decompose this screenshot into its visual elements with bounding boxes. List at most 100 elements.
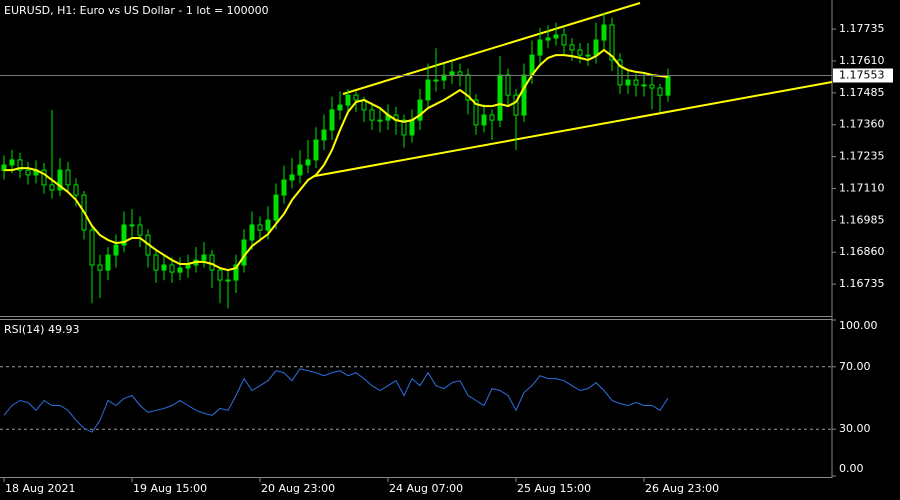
candle-body (65, 169, 71, 186)
indicator-title: RSI(14) 49.93 (4, 323, 79, 336)
y-tick-label: 1.16860 (839, 245, 885, 258)
candle-body (289, 174, 295, 181)
candle-body (433, 79, 439, 82)
candle-body (377, 119, 383, 122)
y-tick-label: 1.17735 (839, 22, 885, 35)
candle-body (225, 279, 231, 282)
candle-body (457, 71, 463, 76)
candle-body (49, 184, 55, 191)
current-price-box (833, 68, 893, 83)
candle-body (265, 219, 271, 231)
moving-average (4, 48, 669, 272)
candle-body (105, 254, 111, 271)
x-tick-label: 20 Aug 23:00 (261, 482, 335, 495)
candle-body (97, 264, 103, 271)
candle-body (409, 119, 415, 136)
y-tick-label: 1.17360 (839, 118, 885, 131)
candle-body (401, 119, 407, 136)
candle-body (345, 94, 351, 106)
y-tick-label: 30.00 (839, 422, 871, 435)
candle-body (649, 84, 655, 89)
candle-body (337, 104, 343, 111)
candle-body (321, 129, 327, 141)
candle-body (161, 264, 167, 271)
candle-body (601, 24, 607, 41)
candle-body (553, 34, 559, 39)
candle-body (57, 169, 63, 191)
candle-body (369, 109, 375, 121)
y-tick-label: 1.16735 (839, 277, 885, 290)
candle-body (273, 194, 279, 221)
candle-body (169, 264, 175, 273)
y-tick-label: 1.17235 (839, 150, 885, 163)
candle-body (217, 269, 223, 281)
candle-body (561, 34, 567, 46)
candle-body (329, 109, 335, 131)
x-tick-label: 19 Aug 15:00 (133, 482, 207, 495)
candle-body (465, 74, 471, 101)
candle-body (593, 39, 599, 56)
candle-body (121, 224, 127, 246)
trendline (342, 2, 641, 95)
candle-body (513, 94, 519, 116)
candle-body (489, 114, 495, 121)
x-tick-label: 26 Aug 23:00 (645, 482, 719, 495)
x-tick-label: 25 Aug 15:00 (517, 482, 591, 495)
trendline (314, 81, 833, 177)
x-tick-label: 18 Aug 2021 (5, 482, 75, 495)
candle-body (609, 24, 615, 61)
candle-body (545, 37, 551, 41)
candle-body (73, 184, 79, 196)
candle-body (497, 74, 503, 121)
candle-body (129, 224, 135, 227)
candle-body (425, 79, 431, 101)
candle-body (665, 74, 671, 96)
rsi-line (3, 368, 669, 433)
candle-body (17, 159, 23, 171)
candle-body (185, 264, 191, 269)
candle-body (577, 49, 583, 56)
candle-body (297, 164, 303, 176)
candle-body (657, 87, 663, 96)
candle-body (569, 44, 575, 51)
candle-body (449, 71, 455, 76)
candle-body (25, 169, 31, 176)
candle-body (417, 99, 423, 121)
y-tick-label: 70.00 (839, 360, 871, 373)
candle-body (521, 74, 527, 116)
candle-body (625, 79, 631, 86)
candle-body (473, 99, 479, 126)
candle-body (313, 139, 319, 161)
candle-body (537, 39, 543, 56)
candle-body (481, 114, 487, 126)
candle-body (41, 169, 47, 186)
candle-body (209, 254, 215, 271)
candle-body (177, 267, 183, 273)
candle-body (233, 264, 239, 281)
candle-body (241, 239, 247, 266)
candle-body (505, 74, 511, 96)
candle-body (257, 224, 263, 231)
candle-body (281, 179, 287, 196)
y-tick-label: 1.17485 (839, 86, 885, 99)
y-tick-label: 100.00 (839, 319, 878, 332)
candle-body (633, 79, 639, 86)
candle-body (9, 159, 15, 166)
candle-body (89, 229, 95, 266)
current-price-label: 1.17553 (839, 68, 885, 81)
x-tick-label: 24 Aug 07:00 (389, 482, 463, 495)
candle-body (641, 84, 647, 87)
candle-body (113, 244, 119, 256)
y-tick-label: 1.17610 (839, 54, 885, 67)
y-tick-label: 0.00 (839, 462, 864, 475)
candle-body (249, 224, 255, 241)
y-tick-label: 1.17110 (839, 181, 885, 194)
candle-body (585, 54, 591, 57)
candle-body (137, 224, 143, 236)
chart-title: EURUSD, H1: Euro vs US Dollar - 1 lot = … (4, 4, 269, 17)
candle-body (353, 94, 359, 101)
candle-body (305, 159, 311, 166)
y-tick-label: 1.16985 (839, 213, 885, 226)
